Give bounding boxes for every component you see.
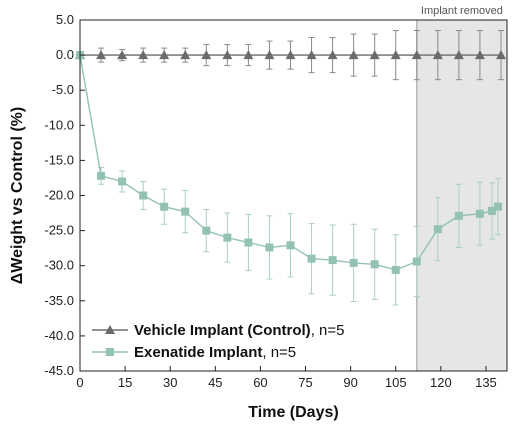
y-tick-label: -40.0 <box>44 328 74 343</box>
x-tick-label: 105 <box>385 375 407 390</box>
error-bar-layer <box>77 30 504 306</box>
data-point-exenatide <box>370 260 379 269</box>
data-point-exenatide <box>328 256 337 265</box>
implant-removed-region <box>416 20 507 371</box>
y-tick-label: -20.0 <box>44 188 74 203</box>
y-axis-title: ΔWeight vs Control (%) <box>9 107 26 284</box>
data-point-exenatide <box>487 206 496 215</box>
legend-marker-square <box>106 348 114 356</box>
data-point-exenatide <box>202 226 211 235</box>
data-point-exenatide <box>181 207 190 216</box>
data-point-vehicle <box>474 50 485 60</box>
data-point-vehicle <box>285 50 296 60</box>
data-point-vehicle <box>495 50 506 60</box>
data-point-exenatide <box>412 257 421 266</box>
x-tick-label: 45 <box>208 375 222 390</box>
axis-layer: 5.0 0.0 -5.0 -10.0 -15.0 -20.0 -25.0 -30.0 -35.0… <box>9 12 508 421</box>
data-point-exenatide <box>493 202 502 211</box>
legend-label: Vehicle Implant (Control), n=5 <box>134 322 344 339</box>
data-point-exenatide <box>223 233 232 242</box>
data-point-exenatide <box>160 202 169 211</box>
x-tick-label: 60 <box>253 375 267 390</box>
data-point-exenatide <box>433 225 442 234</box>
data-point-exenatide <box>139 191 148 200</box>
data-point-exenatide <box>118 177 127 186</box>
y-tick-label: -15.0 <box>44 152 74 167</box>
data-point-vehicle <box>222 50 233 60</box>
data-point-exenatide <box>475 209 484 218</box>
data-point-vehicle <box>243 50 254 60</box>
data-point-vehicle <box>411 50 422 60</box>
data-point-exenatide <box>454 211 463 220</box>
data-point-exenatide <box>307 254 316 263</box>
data-point-exenatide <box>286 241 295 250</box>
series-line-exenatide <box>79 54 499 271</box>
legend-sample-size: , n=5 <box>262 344 296 361</box>
data-point-vehicle <box>432 50 443 60</box>
x-tick-label: 90 <box>343 375 357 390</box>
data-point-vehicle <box>327 50 338 60</box>
data-point-vehicle <box>117 50 128 60</box>
marker-layer <box>75 50 506 274</box>
y-tick-label: -35.0 <box>44 293 74 308</box>
y-tick-label: -10.0 <box>44 117 74 132</box>
x-tick-label: 30 <box>163 375 177 390</box>
legend-marker-triangle <box>105 325 115 334</box>
y-tick-label: -25.0 <box>44 223 74 238</box>
shaded-region-layer: Implant removed <box>416 5 507 371</box>
data-point-vehicle <box>201 50 212 60</box>
data-point-vehicle <box>264 50 275 60</box>
x-tick-label: 0 <box>76 375 83 390</box>
data-point-vehicle <box>348 50 359 60</box>
data-point-vehicle <box>390 50 401 60</box>
data-point-vehicle <box>180 50 191 60</box>
y-tick-label: 5.0 <box>56 12 74 27</box>
x-axis-title: Time (Days) <box>248 404 338 421</box>
x-tick-label: 120 <box>430 375 452 390</box>
data-point-vehicle <box>159 50 170 60</box>
x-tick-label: 75 <box>298 375 312 390</box>
implant-removed-label: Implant removed <box>421 5 503 17</box>
legend-series-name: Exenatide Implant <box>134 344 262 361</box>
legend-label: Exenatide Implant, n=5 <box>134 344 296 361</box>
data-point-vehicle <box>306 50 317 60</box>
legend: Vehicle Implant (Control), n=5Exenatide … <box>92 322 344 361</box>
data-point-exenatide <box>349 258 358 267</box>
data-point-exenatide <box>265 243 274 252</box>
data-point-vehicle <box>96 50 107 60</box>
data-point-exenatide <box>391 265 400 274</box>
x-tick-label: 15 <box>118 375 132 390</box>
legend-sample-size: , n=5 <box>311 322 345 339</box>
y-tick-label: -30.0 <box>44 258 74 273</box>
data-point-vehicle <box>138 50 149 60</box>
y-tick-label: -5.0 <box>52 82 74 97</box>
x-tick-label: 135 <box>475 375 497 390</box>
y-tick-label: 0.0 <box>56 47 74 62</box>
y-tick-label: -45.0 <box>44 363 74 378</box>
data-point-exenatide <box>97 171 106 180</box>
legend-series-name: Vehicle Implant (Control) <box>134 322 311 339</box>
data-point-exenatide <box>244 238 253 247</box>
data-point-vehicle <box>453 50 464 60</box>
data-point-vehicle <box>369 50 380 60</box>
